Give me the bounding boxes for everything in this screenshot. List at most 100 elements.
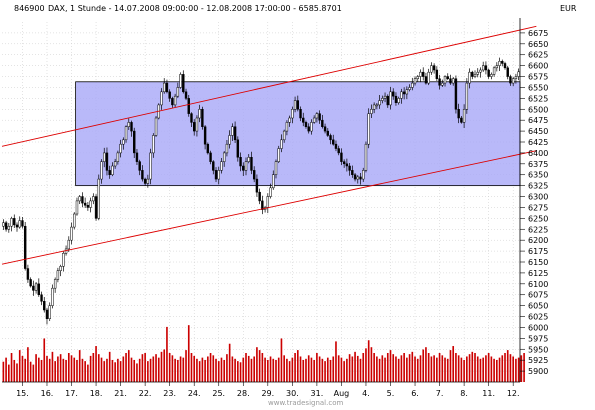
volume-bar — [490, 356, 493, 382]
volume-bar — [212, 355, 215, 382]
currency-label: EUR — [560, 4, 577, 13]
candle-body — [481, 65, 485, 71]
candle-body — [307, 126, 310, 132]
volume-bar — [340, 357, 343, 382]
y-tick-label: 6275 — [528, 203, 548, 212]
candle-body — [252, 170, 256, 180]
volume-bar — [520, 355, 523, 382]
volume-bar — [362, 353, 365, 382]
volume-bar — [351, 356, 354, 382]
candle-body — [43, 301, 46, 311]
channel-lines — [1, 25, 537, 265]
candle-body — [296, 100, 300, 110]
volume-bar — [335, 341, 337, 382]
volume-bar — [468, 354, 471, 382]
volume-bar — [457, 355, 460, 382]
candle-body — [332, 139, 335, 145]
y-tick-label: 6200 — [528, 236, 548, 245]
candle-body — [250, 157, 253, 171]
candle-body — [359, 176, 362, 180]
volume-bar — [247, 355, 250, 382]
candle-body — [457, 109, 460, 119]
candle-body — [397, 98, 400, 103]
volume-bar — [226, 354, 228, 382]
candle-body — [81, 196, 84, 204]
volume-bar — [378, 358, 381, 382]
volume-bar — [149, 358, 152, 382]
volume-bar — [313, 359, 315, 382]
volume-bar — [430, 356, 433, 382]
watermark: www.tradesignal.com — [268, 399, 343, 407]
candle-body — [261, 200, 264, 210]
volume-bar — [332, 356, 335, 382]
candle-body — [212, 161, 215, 171]
candle-body — [389, 91, 392, 106]
x-tick-label: 24. — [188, 389, 201, 398]
candle-body — [15, 224, 19, 228]
candle-body — [432, 65, 436, 71]
candle-body — [383, 95, 387, 99]
candle-body — [56, 270, 60, 280]
volume-bar — [479, 358, 482, 382]
candle-body — [340, 152, 343, 162]
candle-body — [184, 91, 188, 99]
candle-body — [255, 178, 259, 193]
volume-bar — [395, 356, 397, 382]
volume-bar — [29, 361, 32, 382]
volume-bar — [114, 362, 116, 382]
volume-bar — [411, 351, 414, 382]
volume-bar — [471, 351, 474, 382]
candle-body — [23, 225, 27, 269]
candle-body — [364, 143, 368, 171]
candle-body — [193, 122, 196, 132]
candle-body — [353, 174, 357, 180]
candle-body — [73, 213, 76, 228]
volume-bar — [7, 364, 10, 382]
candle-body — [182, 74, 185, 93]
candle-body — [291, 109, 294, 119]
candle-body — [329, 135, 332, 141]
candle-body — [378, 100, 381, 106]
volume-bar — [100, 357, 103, 382]
y-tick-label: 6025 — [528, 313, 548, 322]
volume-bar — [215, 358, 217, 382]
candle-body — [501, 61, 504, 64]
volume-bar — [302, 359, 305, 382]
volume-bar — [13, 359, 16, 382]
x-axis: 15. 16. 17. 18. 21. 22. 23. 24. 25. 28. 29. 30. 31. A… — [2, 381, 520, 398]
volume-bar — [35, 354, 37, 382]
channel-line — [1, 150, 537, 265]
volume-bar — [441, 355, 444, 382]
y-tick-label: 6300 — [528, 193, 548, 202]
candle-body — [351, 170, 354, 175]
x-tick-label: Aug — [334, 389, 350, 398]
candle-body — [362, 170, 365, 180]
candle-body — [187, 98, 190, 114]
candle-body — [438, 78, 441, 86]
volume-bar — [87, 364, 89, 382]
volume-bar — [217, 361, 220, 382]
volume-bar — [346, 358, 348, 382]
candle-body — [315, 113, 319, 119]
volume-bar — [136, 363, 138, 382]
y-tick-label: 6325 — [528, 182, 548, 191]
candle-body — [476, 71, 479, 75]
candle-body — [195, 117, 199, 132]
candle-body — [405, 89, 409, 95]
candle-body — [94, 196, 98, 219]
candle-body — [29, 279, 32, 287]
chart-description: DAX, 1 Stunde - 14.07.2008 09:00:00 - 12… — [48, 4, 342, 13]
volume-bar — [234, 358, 236, 382]
candle-body — [130, 122, 133, 132]
candle-body — [176, 87, 180, 97]
volume-bar — [444, 357, 446, 382]
candle-body — [443, 76, 447, 84]
volume-bar — [275, 359, 277, 382]
volume-bar — [179, 356, 182, 382]
x-tick-label: 15. — [16, 389, 29, 398]
volume-bar — [482, 357, 485, 382]
candle-body — [471, 71, 474, 77]
volume-bar — [348, 354, 351, 382]
volume-bar — [95, 346, 97, 382]
